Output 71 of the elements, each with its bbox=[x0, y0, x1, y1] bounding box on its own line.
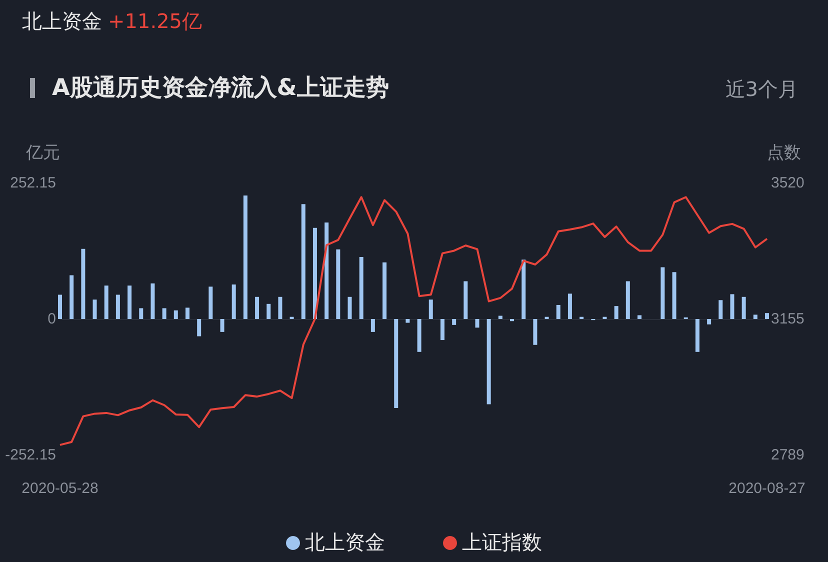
bar bbox=[162, 308, 166, 319]
bar bbox=[660, 267, 665, 319]
bar bbox=[208, 286, 213, 319]
bar bbox=[464, 281, 468, 319]
line-series bbox=[59, 196, 768, 446]
bar bbox=[614, 306, 618, 319]
x-tick-label: 2020-05-28 bbox=[22, 480, 98, 497]
bar bbox=[486, 319, 491, 404]
text: +11.25亿 bbox=[108, 8, 202, 35]
bar bbox=[58, 294, 62, 319]
y2-tick-label: 3520 bbox=[771, 174, 804, 192]
bar bbox=[312, 228, 317, 319]
bar bbox=[232, 284, 236, 319]
bar bbox=[730, 294, 734, 319]
bar bbox=[382, 262, 387, 319]
bar bbox=[672, 272, 676, 319]
text: 近3个月 bbox=[725, 76, 798, 103]
bar bbox=[695, 319, 700, 352]
bar bbox=[522, 260, 526, 319]
bar bbox=[174, 310, 178, 319]
y-tick-label: -252.15 bbox=[5, 446, 56, 464]
bar bbox=[417, 319, 422, 352]
bar bbox=[452, 319, 456, 325]
bar bbox=[533, 319, 538, 345]
bar bbox=[197, 319, 202, 336]
bar bbox=[568, 294, 572, 319]
y2-tick-label: 3155 bbox=[771, 310, 804, 328]
bar bbox=[406, 319, 410, 323]
bar bbox=[638, 315, 642, 319]
bar bbox=[475, 319, 480, 328]
bar bbox=[150, 283, 155, 319]
legend-label: 上证指数 bbox=[462, 532, 542, 554]
bar bbox=[556, 304, 560, 319]
bar bbox=[742, 296, 746, 319]
bar bbox=[753, 314, 758, 319]
bar bbox=[370, 319, 375, 332]
bar bbox=[336, 249, 340, 319]
bar bbox=[128, 286, 132, 319]
bar bbox=[301, 204, 306, 319]
bar bbox=[185, 308, 190, 319]
bar bbox=[440, 319, 444, 340]
bar bbox=[718, 300, 723, 319]
bar bbox=[92, 300, 97, 319]
bar bbox=[324, 222, 329, 319]
chart-title: A股通历史资金净流入&上证走势 bbox=[52, 74, 389, 103]
bar bbox=[81, 248, 86, 319]
y-tick-label: 252.15 bbox=[10, 174, 56, 192]
y2-tick-label: 2789 bbox=[771, 446, 804, 464]
x-tick-label: 2020-08-27 bbox=[728, 480, 806, 497]
bar bbox=[498, 316, 502, 319]
y-tick-label: 0 bbox=[48, 310, 56, 328]
bar bbox=[428, 300, 433, 319]
bar bbox=[255, 296, 260, 319]
bar bbox=[359, 256, 364, 319]
bar bbox=[278, 296, 282, 319]
y-axis-title: 亿元 bbox=[25, 143, 60, 162]
bar bbox=[707, 319, 712, 324]
bar bbox=[394, 319, 398, 408]
bar bbox=[765, 313, 769, 319]
bar bbox=[70, 275, 74, 319]
bar bbox=[116, 294, 120, 319]
legend-label: 北上资金 bbox=[305, 532, 385, 554]
bar bbox=[139, 308, 144, 319]
bar bbox=[348, 296, 352, 319]
bar bbox=[104, 286, 108, 319]
text: 北上资金 bbox=[22, 8, 102, 35]
bar bbox=[243, 195, 248, 319]
y2-axis-title: 点数 bbox=[767, 143, 801, 162]
bar bbox=[266, 304, 271, 319]
bar bbox=[220, 319, 224, 332]
bar bbox=[626, 281, 630, 319]
